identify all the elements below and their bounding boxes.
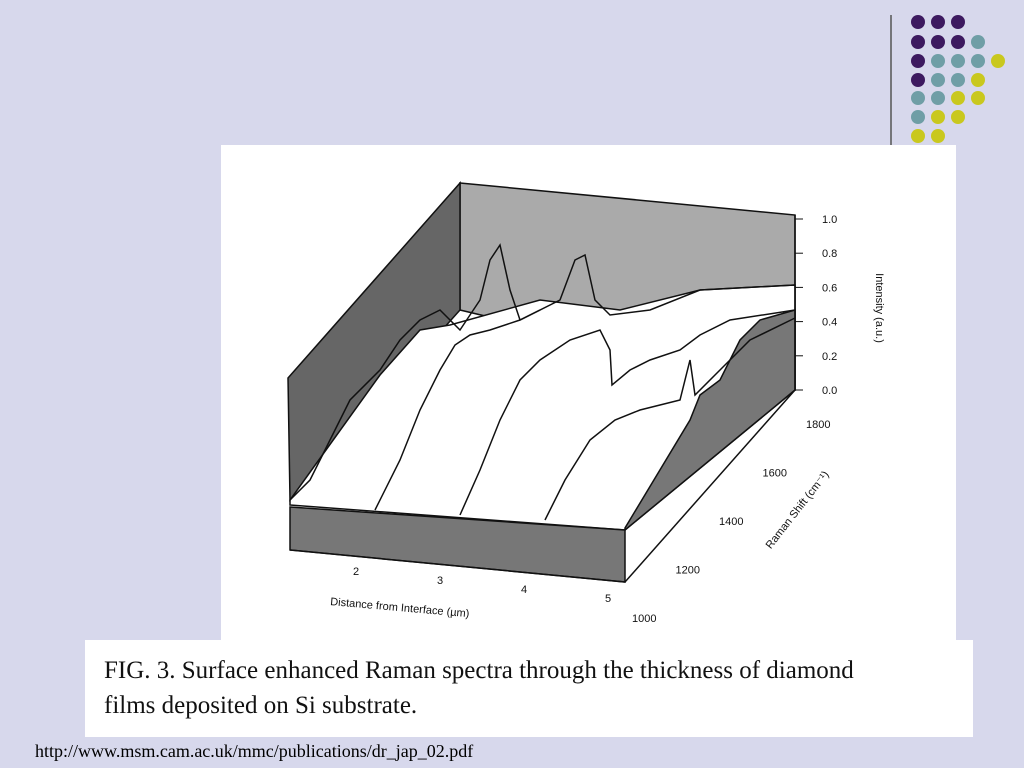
raman-tick-label: 1400: [719, 516, 743, 528]
dot: [971, 73, 985, 87]
raman-tick-label: 1800: [806, 419, 830, 431]
dot: [931, 54, 945, 68]
caption-line: FIG. 3. Surface enhanced Raman spectra t…: [104, 657, 854, 684]
intensity-axis-label: Intensity (a.u.): [873, 273, 885, 343]
distance-axis: [289, 549, 626, 583]
dot: [911, 54, 925, 68]
distance-tick-label: 5: [605, 593, 611, 605]
caption-box: [85, 640, 973, 737]
dot: [931, 35, 945, 49]
dot: [971, 54, 985, 68]
dot: [991, 54, 1005, 68]
dot: [951, 91, 965, 105]
dot: [911, 110, 925, 124]
spectrum: [544, 317, 796, 521]
dot: [931, 91, 945, 105]
plot-3d: [287, 181, 796, 583]
intensity-tick-label: 0.0: [822, 385, 837, 397]
intensity-tick-label: 0.8: [822, 248, 837, 260]
raman-tick-label: 1600: [763, 468, 787, 480]
dot: [911, 91, 925, 105]
intensity-tick-label: 1.0: [822, 214, 837, 226]
dot: [911, 129, 925, 143]
distance-tick-label: 3: [437, 575, 443, 587]
dot: [931, 15, 945, 29]
raman-tick-label: 1200: [676, 565, 700, 577]
intensity-tick-label: 0.2: [822, 351, 837, 363]
dot: [911, 35, 925, 49]
distance-tick-label: 2: [353, 566, 359, 578]
caption-line: films deposited on Si substrate.: [104, 692, 417, 719]
spectrum: [459, 309, 796, 516]
dot: [951, 54, 965, 68]
intensity-tick-label: 0.4: [822, 317, 837, 329]
dot: [931, 73, 945, 87]
source-url: http://www.msm.cam.ac.uk/mmc/publication…: [35, 741, 473, 761]
dot-decoration: [911, 15, 1005, 143]
spectrum: [289, 243, 541, 501]
dot: [971, 35, 985, 49]
dot: [971, 91, 985, 105]
dot: [951, 35, 965, 49]
dot: [951, 15, 965, 29]
dot: [951, 73, 965, 87]
dot: [931, 129, 945, 143]
dot: [951, 110, 965, 124]
dot: [911, 15, 925, 29]
dot: [911, 73, 925, 87]
left-wall: [287, 181, 461, 502]
spectrum: [374, 253, 796, 511]
dot: [931, 110, 945, 124]
raman-axis: [624, 389, 796, 583]
distance-tick-label: 4: [521, 584, 527, 596]
raman-tick-label: 1000: [632, 613, 656, 625]
intensity-tick-label: 0.6: [822, 282, 837, 294]
